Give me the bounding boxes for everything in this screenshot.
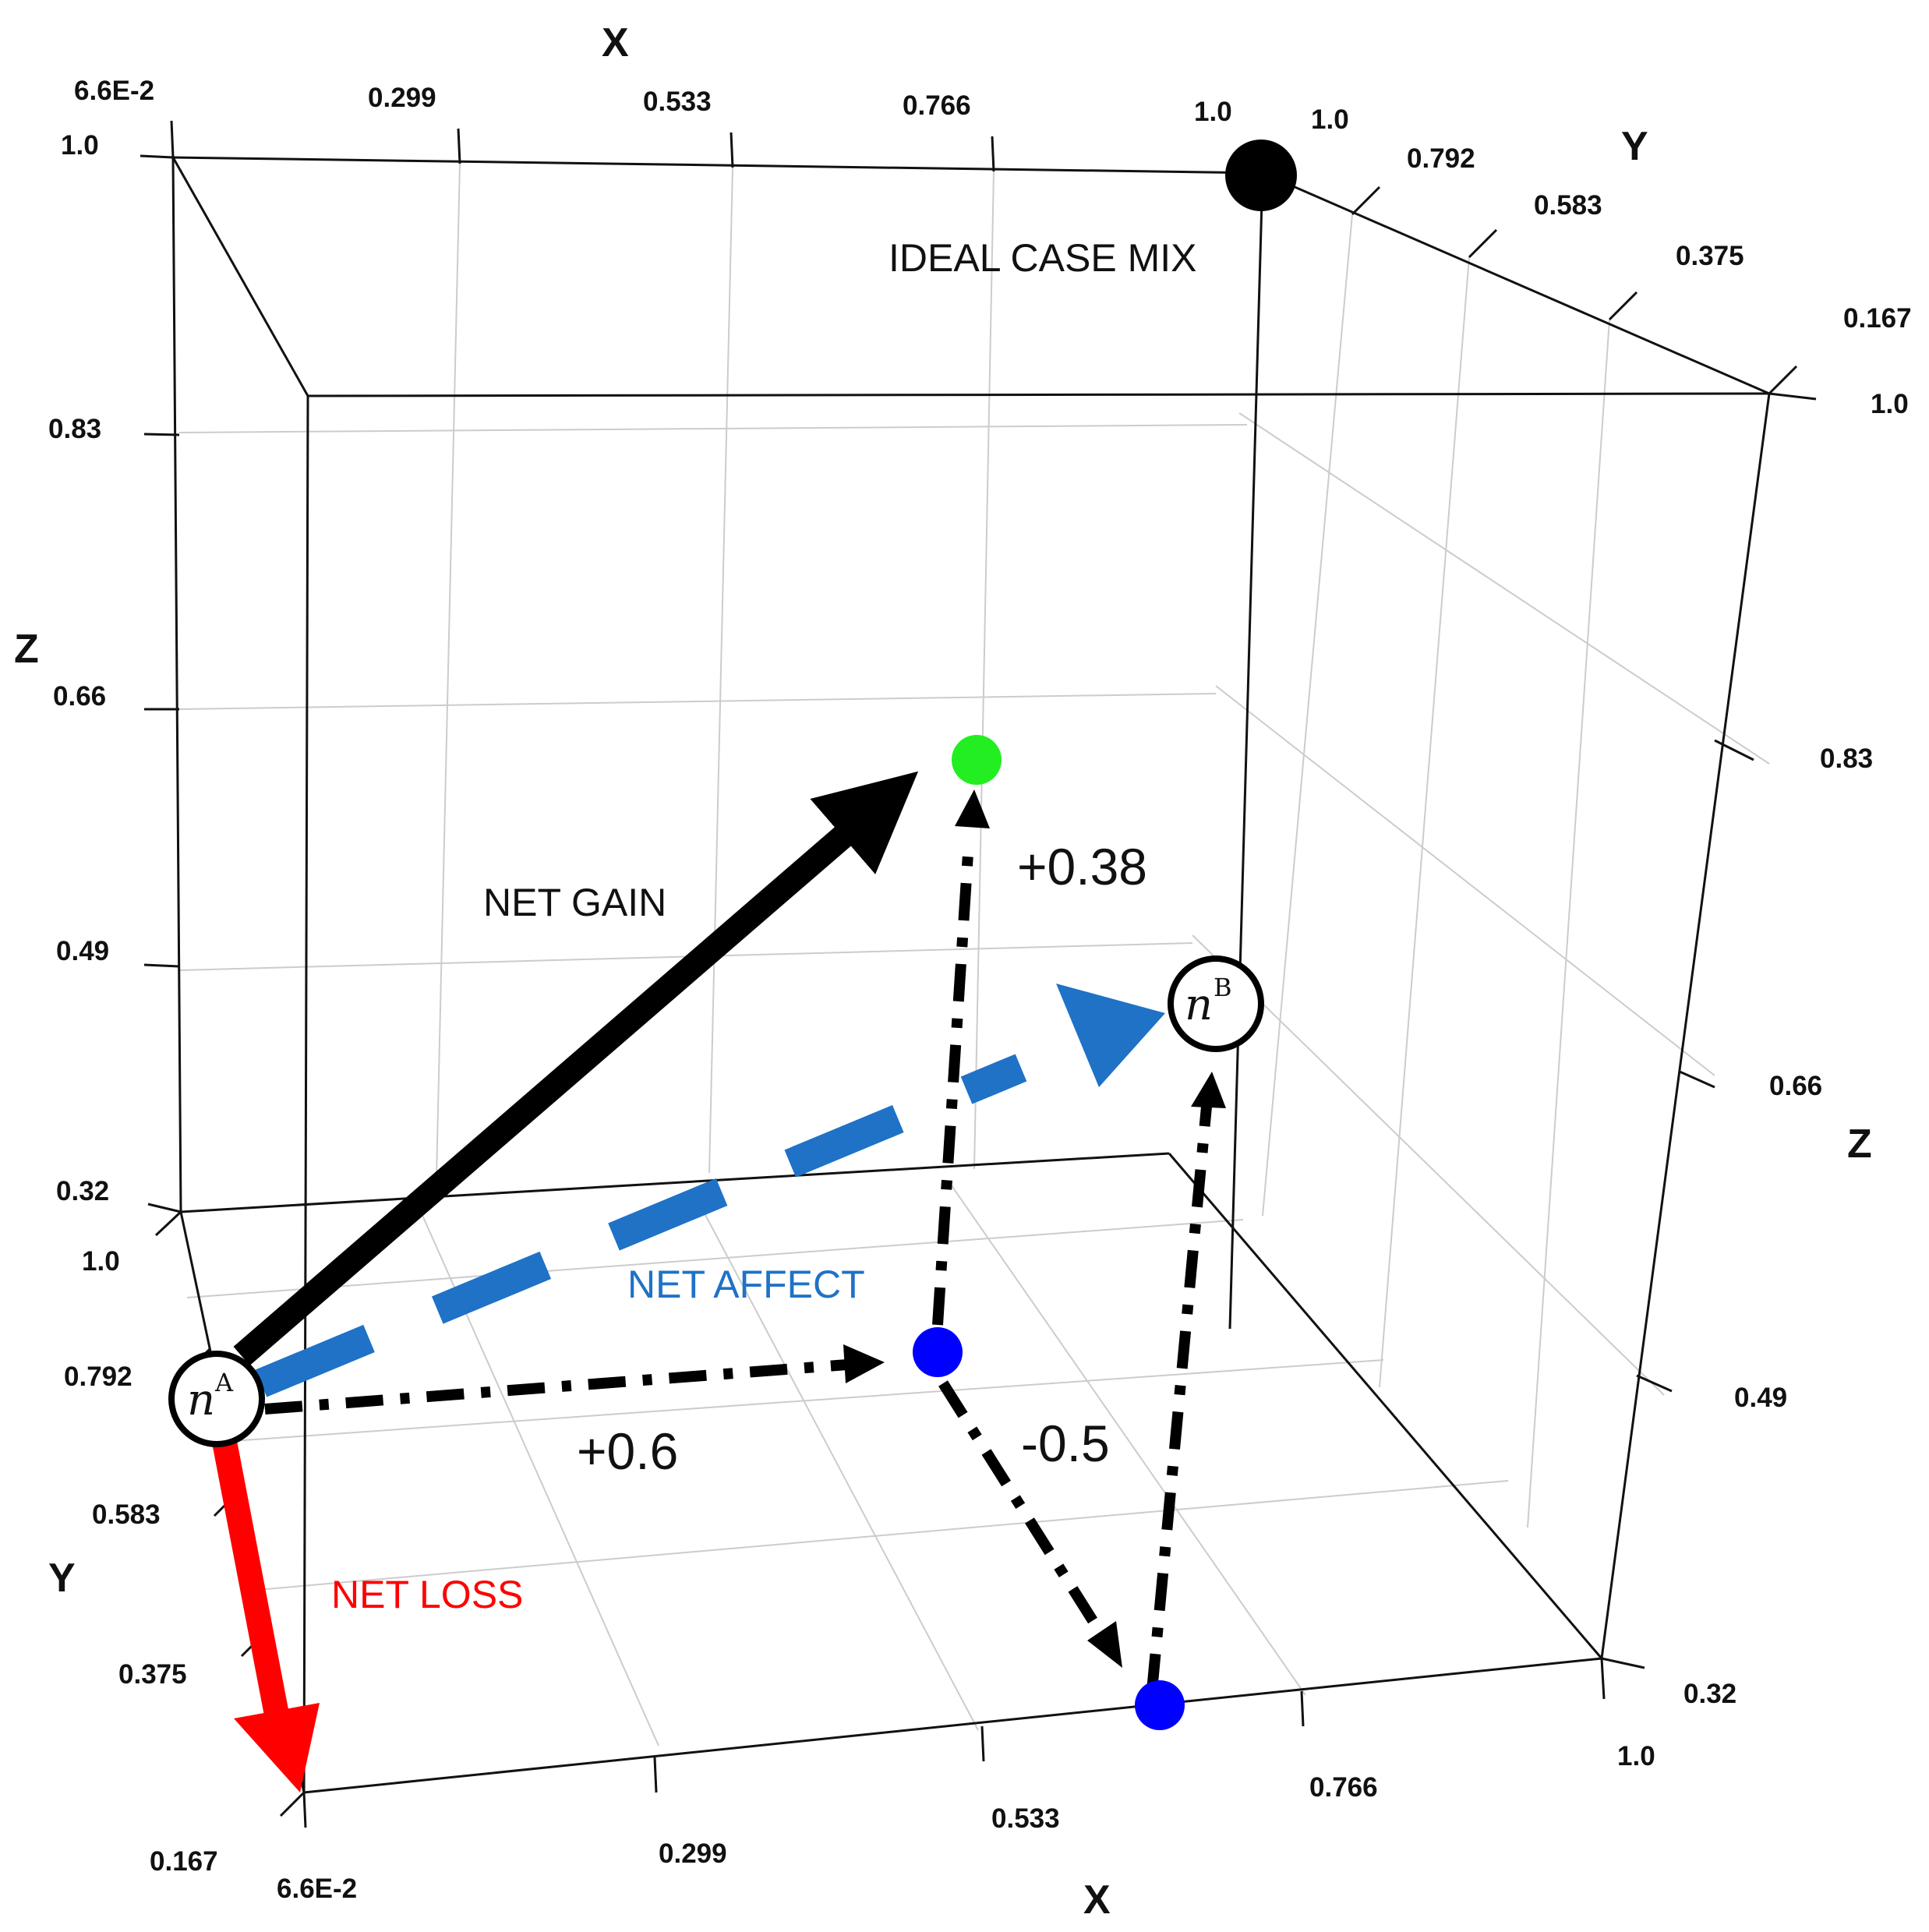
y-tick-top-4: 0.167 bbox=[1843, 303, 1912, 334]
node-b-base: n bbox=[1185, 980, 1213, 1030]
x-tick-bottom-3: 0.766 bbox=[1309, 1772, 1378, 1803]
step-x-arrow bbox=[264, 1358, 858, 1415]
ideal-case-mix-point bbox=[1225, 140, 1297, 211]
y-tick-left-4: 0.167 bbox=[150, 1846, 218, 1877]
y-axis-title-top: Y bbox=[1621, 124, 1648, 169]
step-b-arrow bbox=[1146, 1106, 1212, 1692]
node-b-sup: B bbox=[1214, 973, 1232, 1002]
x-tick-top-3: 0.766 bbox=[903, 90, 971, 121]
grid-lines bbox=[178, 163, 1770, 1747]
node-b: n B bbox=[1168, 955, 1264, 1052]
step-point-y bbox=[1135, 1680, 1185, 1730]
delta-x-label: +0.6 bbox=[577, 1422, 678, 1480]
z-tick-left-3: 0.49 bbox=[56, 936, 109, 966]
z-tick-right-4: 0.32 bbox=[1683, 1679, 1736, 1709]
x-axis-title-bottom: X bbox=[1083, 1877, 1111, 1923]
net-affect-label: NET AFFECT bbox=[627, 1263, 865, 1306]
x-tick-top-0: 6.6E-2 bbox=[74, 76, 154, 106]
z-tick-left-2: 0.66 bbox=[53, 681, 106, 712]
y-tick-top-1: 0.792 bbox=[1407, 143, 1475, 174]
tick-marks bbox=[140, 120, 1817, 1828]
step-point-x bbox=[913, 1327, 963, 1377]
ideal-case-mix-label: IDEAL CASE MIX bbox=[889, 236, 1196, 280]
x-tick-bottom-2: 0.533 bbox=[991, 1803, 1060, 1834]
z-tick-left-0: 1.0 bbox=[61, 130, 99, 161]
z-axis-title-left: Z bbox=[14, 627, 39, 672]
y-tick-labels-top: 1.0 0.792 0.583 0.375 0.167 bbox=[1311, 104, 1912, 334]
step-arrows bbox=[264, 841, 1212, 1692]
x-tick-top-2: 0.533 bbox=[643, 87, 712, 117]
net-gain-arrow bbox=[233, 771, 919, 1366]
node-a-sup: A bbox=[214, 1368, 234, 1397]
x-tick-top-1: 0.299 bbox=[368, 83, 436, 113]
node-a-base: n bbox=[187, 1375, 215, 1425]
x-axis-title-top: X bbox=[602, 20, 629, 65]
cube-frame bbox=[171, 156, 1771, 1794]
net-loss-arrowhead bbox=[234, 1703, 320, 1792]
net-loss-label: NET LOSS bbox=[331, 1573, 523, 1616]
x-tick-labels-bottom: 6.6E-2 0.299 0.533 0.766 1.0 bbox=[277, 1741, 1655, 1904]
gain-point bbox=[952, 735, 1002, 785]
y-tick-labels-left: 1.0 0.792 0.583 0.375 0.167 bbox=[64, 1246, 218, 1877]
z-tick-right-0: 1.0 bbox=[1871, 389, 1909, 419]
y-tick-top-2: 0.583 bbox=[1534, 190, 1602, 221]
delta-z-label: +0.38 bbox=[1017, 838, 1147, 895]
net-affect-arrowhead bbox=[1056, 984, 1165, 1087]
z-tick-right-3: 0.49 bbox=[1734, 1383, 1787, 1413]
net-gain-label: NET GAIN bbox=[483, 881, 666, 924]
y-tick-left-3: 0.375 bbox=[118, 1659, 187, 1690]
x-tick-bottom-0: 6.6E-2 bbox=[277, 1874, 357, 1904]
z-tick-right-1: 0.83 bbox=[1820, 743, 1873, 774]
x-tick-bottom-1: 0.299 bbox=[659, 1838, 727, 1869]
step-y-arrow bbox=[938, 1380, 1108, 1640]
y-tick-left-2: 0.583 bbox=[92, 1499, 161, 1530]
z-tick-left-4: 0.32 bbox=[56, 1176, 109, 1206]
y-axis-title-left: Y bbox=[48, 1556, 76, 1601]
node-a: n A bbox=[168, 1351, 265, 1447]
x-tick-labels-top: 6.6E-2 0.299 0.533 0.766 1.0 bbox=[74, 76, 1232, 127]
y-tick-top-3: 0.375 bbox=[1676, 241, 1744, 271]
y-tick-left-1: 0.792 bbox=[64, 1362, 132, 1392]
step-arrowheads bbox=[843, 789, 1226, 1668]
z-tick-left-1: 0.83 bbox=[48, 414, 101, 444]
y-tick-left-0: 1.0 bbox=[82, 1246, 120, 1277]
z-tick-labels-right: 1.0 0.83 0.66 0.49 0.32 bbox=[1683, 389, 1909, 1709]
delta-y-label: -0.5 bbox=[1021, 1415, 1110, 1472]
z-axis-title-right: Z bbox=[1847, 1121, 1872, 1167]
net-loss-stem bbox=[212, 1439, 289, 1718]
net-affect-arrow bbox=[255, 1054, 1027, 1397]
x-tick-top-4: 1.0 bbox=[1194, 97, 1232, 127]
z-tick-labels-left: 1.0 0.83 0.66 0.49 0.32 bbox=[48, 130, 109, 1206]
x-tick-bottom-4: 1.0 bbox=[1617, 1741, 1655, 1771]
z-tick-right-2: 0.66 bbox=[1769, 1071, 1822, 1101]
y-tick-top-0: 1.0 bbox=[1311, 104, 1349, 135]
